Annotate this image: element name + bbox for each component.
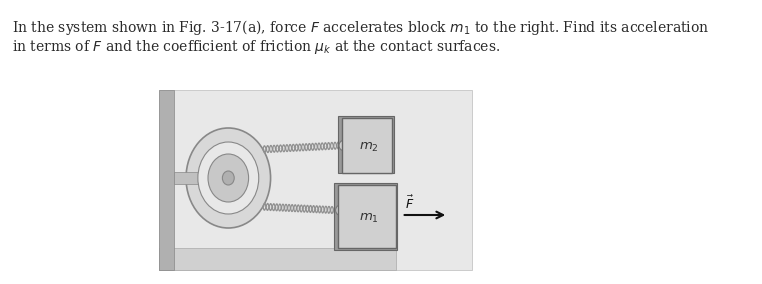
- Bar: [338, 185, 395, 248]
- Circle shape: [336, 205, 344, 215]
- Circle shape: [186, 128, 271, 228]
- Bar: [338, 116, 394, 173]
- Bar: [159, 90, 472, 270]
- Bar: [334, 183, 398, 250]
- Circle shape: [198, 142, 259, 214]
- Text: in terms of $F$ and the coefficient of friction $\mu_k$ at the contact surfaces.: in terms of $F$ and the coefficient of f…: [12, 38, 500, 56]
- Text: In the system shown in Fig. 3-17(a), force $F$ accelerates block $m_1$ to the ri: In the system shown in Fig. 3-17(a), for…: [12, 18, 709, 37]
- Circle shape: [339, 141, 347, 151]
- Circle shape: [208, 154, 248, 202]
- Circle shape: [223, 171, 234, 185]
- Text: $\vec{F}$: $\vec{F}$: [405, 194, 415, 212]
- Bar: [159, 90, 174, 270]
- Bar: [341, 118, 392, 173]
- Text: $m_1$: $m_1$: [359, 212, 379, 225]
- Bar: [174, 172, 229, 184]
- Bar: [159, 248, 395, 270]
- Text: $m_2$: $m_2$: [359, 141, 379, 154]
